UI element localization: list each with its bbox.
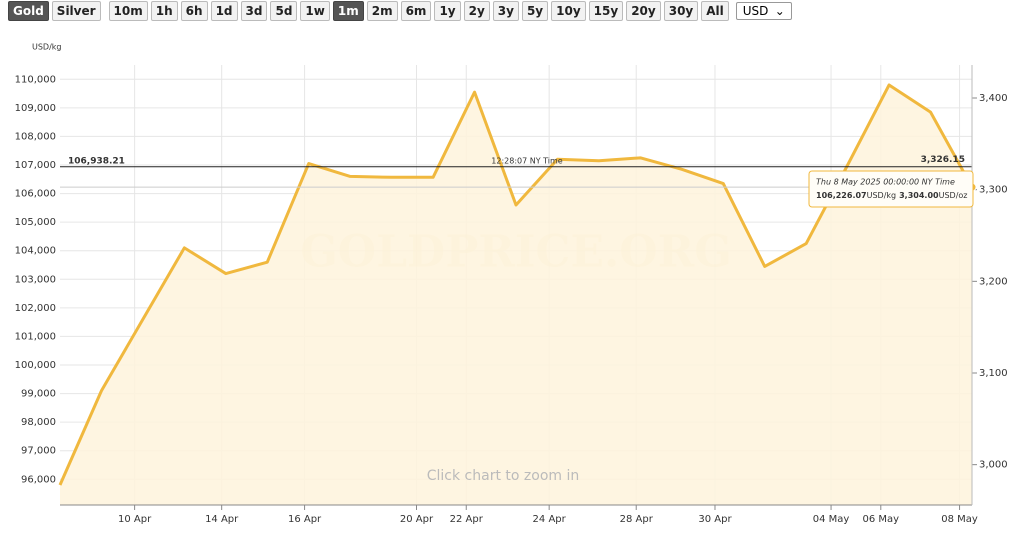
range-button[interactable]: 30y [663, 1, 699, 21]
range-button[interactable]: 15y [588, 1, 624, 21]
y-tick-label: 101,000 [15, 331, 56, 342]
price-time: 12:28:07 NY Time [491, 156, 563, 165]
y-tick-label: 103,000 [15, 274, 56, 285]
price-oz-label: 3,326.15 [921, 155, 965, 165]
x-tick-label: 08 May [941, 514, 978, 525]
range-button[interactable]: 10m [108, 1, 148, 21]
range-button[interactable]: 6h [180, 1, 208, 21]
y-tick-label: 106,000 [15, 189, 56, 200]
x-tick-label: 06 May [863, 514, 900, 525]
x-tick-label: 22 Apr [450, 514, 484, 525]
tooltip-kg-unit: USD/kg [867, 191, 897, 200]
range-button[interactable]: 5y [521, 1, 549, 21]
tooltip-kg: 106,226.07 [816, 191, 867, 200]
dropdown-arrow: ⌄ [774, 4, 785, 18]
y-tick-label: 105,000 [15, 217, 56, 228]
range-button[interactable]: 20y [626, 1, 661, 21]
currency-value: USD [742, 4, 769, 18]
toolbar: Gold Silver 10m 1h 6h 1d 3d 5d 1w 1m 2m 6m 1y 2y 3y 5y 1… [8, 0, 792, 22]
y-tick-label: 97,000 [21, 446, 56, 457]
price-label: 106,938.21 [68, 156, 125, 166]
y-tick-label: 107,000 [15, 160, 56, 171]
range-button[interactable]: 2y [463, 1, 490, 21]
range-button[interactable]: 3d [240, 1, 268, 21]
tooltip-oz-unit: USD/oz [939, 191, 968, 200]
y-tick-label: 102,000 [15, 303, 56, 314]
range-button[interactable]: 1y [434, 1, 461, 21]
range-button[interactable]: 1h [150, 1, 178, 21]
x-tick-label: 28 Apr [620, 514, 654, 525]
x-tick-label: 30 Apr [698, 514, 732, 525]
metal-button[interactable]: Silver [51, 1, 101, 21]
x-tick-label: 10 Apr [118, 514, 152, 525]
tooltip-values: 106,226.07USD/kg 3,304.00USD/oz [816, 191, 967, 200]
x-tick-label: 16 Apr [288, 514, 322, 525]
tooltip: Thu 8 May 2025 00:00:00 NY Time 106,226.0… [808, 170, 974, 208]
range-button[interactable]: 1w [300, 1, 330, 21]
range-button[interactable]: All [701, 1, 729, 21]
x-tick-label: 24 Apr [533, 514, 567, 525]
range-button[interactable]: 2m [366, 1, 398, 21]
x-tick-label: 04 May [813, 514, 850, 525]
tooltip-box [808, 170, 974, 208]
y2-tick-label: 3,000 [979, 460, 1008, 471]
y-tick-label: 96,000 [21, 474, 56, 485]
range-button[interactable]: 1d [210, 1, 238, 21]
y-axis-label: USD/kg [32, 43, 62, 52]
tooltip-oz: 3,304.00 [899, 191, 939, 200]
tooltip-date: Thu 8 May 2025 00:00:00 NY Time [816, 178, 955, 187]
x-tick-label: 20 Apr [400, 514, 434, 525]
y2-tick-label: 3,400 [979, 93, 1008, 104]
range-button[interactable]: 10y [551, 1, 586, 21]
y2-tick-label: 3,100 [979, 368, 1008, 379]
y-tick-label: 100,000 [15, 360, 56, 371]
range-button[interactable]: 5d [270, 1, 298, 21]
line [58, 83, 974, 486]
range-button[interactable]: 6m [400, 1, 432, 21]
y-tick-label: 109,000 [15, 103, 56, 114]
area [60, 85, 972, 505]
y-tick-label: 108,000 [15, 131, 56, 142]
y-tick-label: 104,000 [15, 246, 56, 257]
y2-tick-label: 3,200 [979, 276, 1008, 287]
range-button[interactable]: 1m [332, 1, 364, 21]
y-tick-label: 99,000 [21, 389, 56, 400]
x-tick-label: 14 Apr [205, 514, 239, 525]
y-tick-label: 110,000 [15, 74, 56, 85]
zoom-hint: Click chart to zoom in [427, 468, 580, 484]
metal-button[interactable]: Gold [8, 1, 49, 21]
currency-select[interactable]: USD ⌄ [735, 2, 792, 20]
y2-tick-label: 3,300 [979, 185, 1008, 196]
y-tick-label: 98,000 [21, 417, 56, 428]
range-button[interactable]: 3y [492, 1, 519, 21]
